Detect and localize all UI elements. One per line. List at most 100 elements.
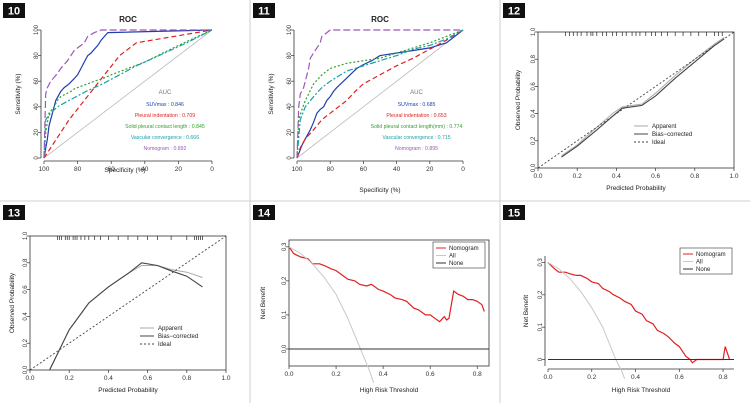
x-tick-label: 40: [141, 166, 149, 173]
y-tick-label: 0.2: [531, 136, 537, 145]
y-tick-label: 100: [287, 24, 293, 35]
series-line-suvmax: [296, 29, 464, 159]
x-tick-label: 0: [461, 166, 465, 173]
y-axis-label: Observed Probability: [515, 69, 522, 130]
y-tick-label: 20: [34, 128, 40, 135]
x-tick-label: 40: [393, 166, 401, 173]
panel-badge-12: 12: [503, 3, 525, 18]
panel-label: 10: [8, 6, 20, 18]
x-tick-label: 0.6: [675, 374, 684, 381]
legend-entry: Nomogram: [449, 246, 479, 252]
x-tick-label: 20: [175, 166, 183, 173]
x-tick-label: 20: [426, 166, 434, 173]
y-axis-label: Sensitivity (%): [15, 73, 22, 114]
y-tick-label: 0.4: [23, 312, 29, 321]
legend-entry: Apparent: [652, 124, 677, 130]
y-tick-label: 0.3: [282, 242, 288, 251]
x-axis-label: High Risk Threshold: [360, 387, 419, 394]
legend-entry: Solid pleural contact length(mm) : 0.774: [371, 124, 463, 130]
y-tick-label: 60: [34, 77, 40, 84]
series-line-apparent: [49, 265, 203, 371]
series-line-pleural-indentation: [43, 29, 213, 159]
y-tick-label: 0.0: [531, 163, 537, 172]
series-line-solid-pleural-contact-length-mm-: [296, 29, 464, 159]
x-tick-label: 0.8: [182, 375, 191, 382]
y-tick-label: 0.8: [531, 54, 537, 63]
series-line-all: [288, 246, 375, 384]
x-axis-label: Predicted Probability: [606, 185, 666, 192]
x-tick-label: 0.0: [533, 173, 542, 180]
x-tick-label: 0.4: [612, 173, 621, 180]
chart-13: 0.0 0.2 0.4 0.6 0.8 1.0 0.0 0.2 0.4 0.6 0.8 1.0 Pred…: [9, 231, 231, 394]
panel-label: 15: [508, 208, 520, 220]
x-tick-label: 100: [39, 166, 50, 173]
legend-entry: All: [449, 254, 456, 260]
series-line-vascular-convergence: [296, 29, 464, 159]
y-tick-label: 0: [538, 357, 544, 361]
y-tick-label: 0.4: [531, 109, 537, 118]
x-tick-label: 0.0: [25, 375, 34, 382]
y-tick-label: 80: [34, 52, 40, 59]
y-tick-label: 0.0: [282, 344, 288, 353]
series-line-solid-pleural-contact-length: [43, 29, 213, 159]
y-axis-label: Sensitivity (%): [268, 73, 275, 114]
x-tick-label: 100: [292, 166, 303, 173]
x-axis-label: Specificity (%): [104, 167, 145, 174]
y-tick-label: 0.2: [538, 290, 544, 299]
x-tick-label: 60: [360, 166, 368, 173]
panel-label: 14: [258, 208, 271, 220]
chart-15: 0.0 0.2 0.4 0.6 0.8 0 0.1 0.2 0.3 High Risk Thres…: [523, 247, 734, 394]
panel-badge-13: 13: [3, 205, 25, 220]
legend-entry: Pleural indentation : 0.709: [135, 113, 195, 119]
legend-entry: Nomogram : 0.892: [143, 146, 186, 152]
y-tick-label: 1.0: [23, 231, 29, 240]
y-axis-label: Observed Probability: [9, 272, 16, 333]
legend-entry: Nomogram: [696, 252, 726, 258]
x-tick-label: 0.0: [543, 374, 552, 381]
x-tick-label: 80: [74, 166, 82, 173]
y-axis-label: Net Benefit: [260, 287, 267, 319]
chart-10: ROC 100 80 60 40 20 0 0 20 40 60 80 100 Specificity (…: [15, 15, 214, 174]
series-line-all: [547, 262, 626, 380]
x-axis-label: Specificity (%): [359, 187, 400, 194]
legend-entry: Bias−corrected: [158, 334, 198, 340]
legend-entry: None: [696, 267, 711, 273]
y-tick-label: 60: [287, 77, 293, 84]
x-tick-label: 0.4: [104, 375, 113, 382]
x-tick-label: 0.6: [651, 173, 660, 180]
panel-label: 13: [8, 208, 20, 220]
y-tick-label: 40: [34, 103, 40, 110]
y-tick-label: 0.2: [282, 276, 288, 285]
y-tick-label: 0.8: [23, 258, 29, 267]
x-tick-label: 0.6: [143, 375, 152, 382]
series-line-ideal: [537, 31, 735, 169]
x-tick-label: 0.2: [332, 371, 341, 378]
x-tick-label: 0.0: [284, 371, 293, 378]
y-tick-label: 100: [34, 24, 40, 35]
y-tick-label: 0: [287, 156, 293, 160]
legend-entry: Vascular convergence : 0.666: [131, 135, 199, 141]
legend-entry: Ideal: [652, 140, 665, 146]
legend-entry: Apparent: [158, 326, 183, 332]
legend-entry: Nomogram : 0.895: [395, 146, 438, 152]
y-tick-label: 0.6: [23, 285, 29, 294]
legend-entry: Pleural indentation : 0.653: [386, 113, 446, 119]
legend-entry: SUVmax : 0.846: [146, 102, 184, 108]
series-line-pleural-indentation: [296, 29, 464, 159]
legend-entry: SUVmax : 0.685: [398, 102, 436, 108]
x-tick-label: 60: [108, 166, 116, 173]
chart-title: ROC: [119, 15, 137, 24]
panel-badge-11: 11: [253, 3, 275, 18]
series-line-nomogram: [296, 29, 463, 159]
x-tick-label: 0.6: [426, 371, 435, 378]
x-tick-label: 0.4: [379, 371, 388, 378]
chart-12: 0.0 0.2 0.4 0.6 0.8 1.0 0.0 0.2 0.4 0.6 0.8 1.0 Pred…: [515, 27, 739, 192]
x-tick-label: 0: [210, 166, 214, 173]
y-tick-label: 80: [287, 52, 293, 59]
legend-entry: Solid pleural contact length : 0.845: [125, 124, 205, 130]
y-tick-label: 40: [287, 103, 293, 110]
y-tick-label: 1.0: [531, 27, 537, 36]
y-tick-label: 0: [34, 156, 40, 160]
